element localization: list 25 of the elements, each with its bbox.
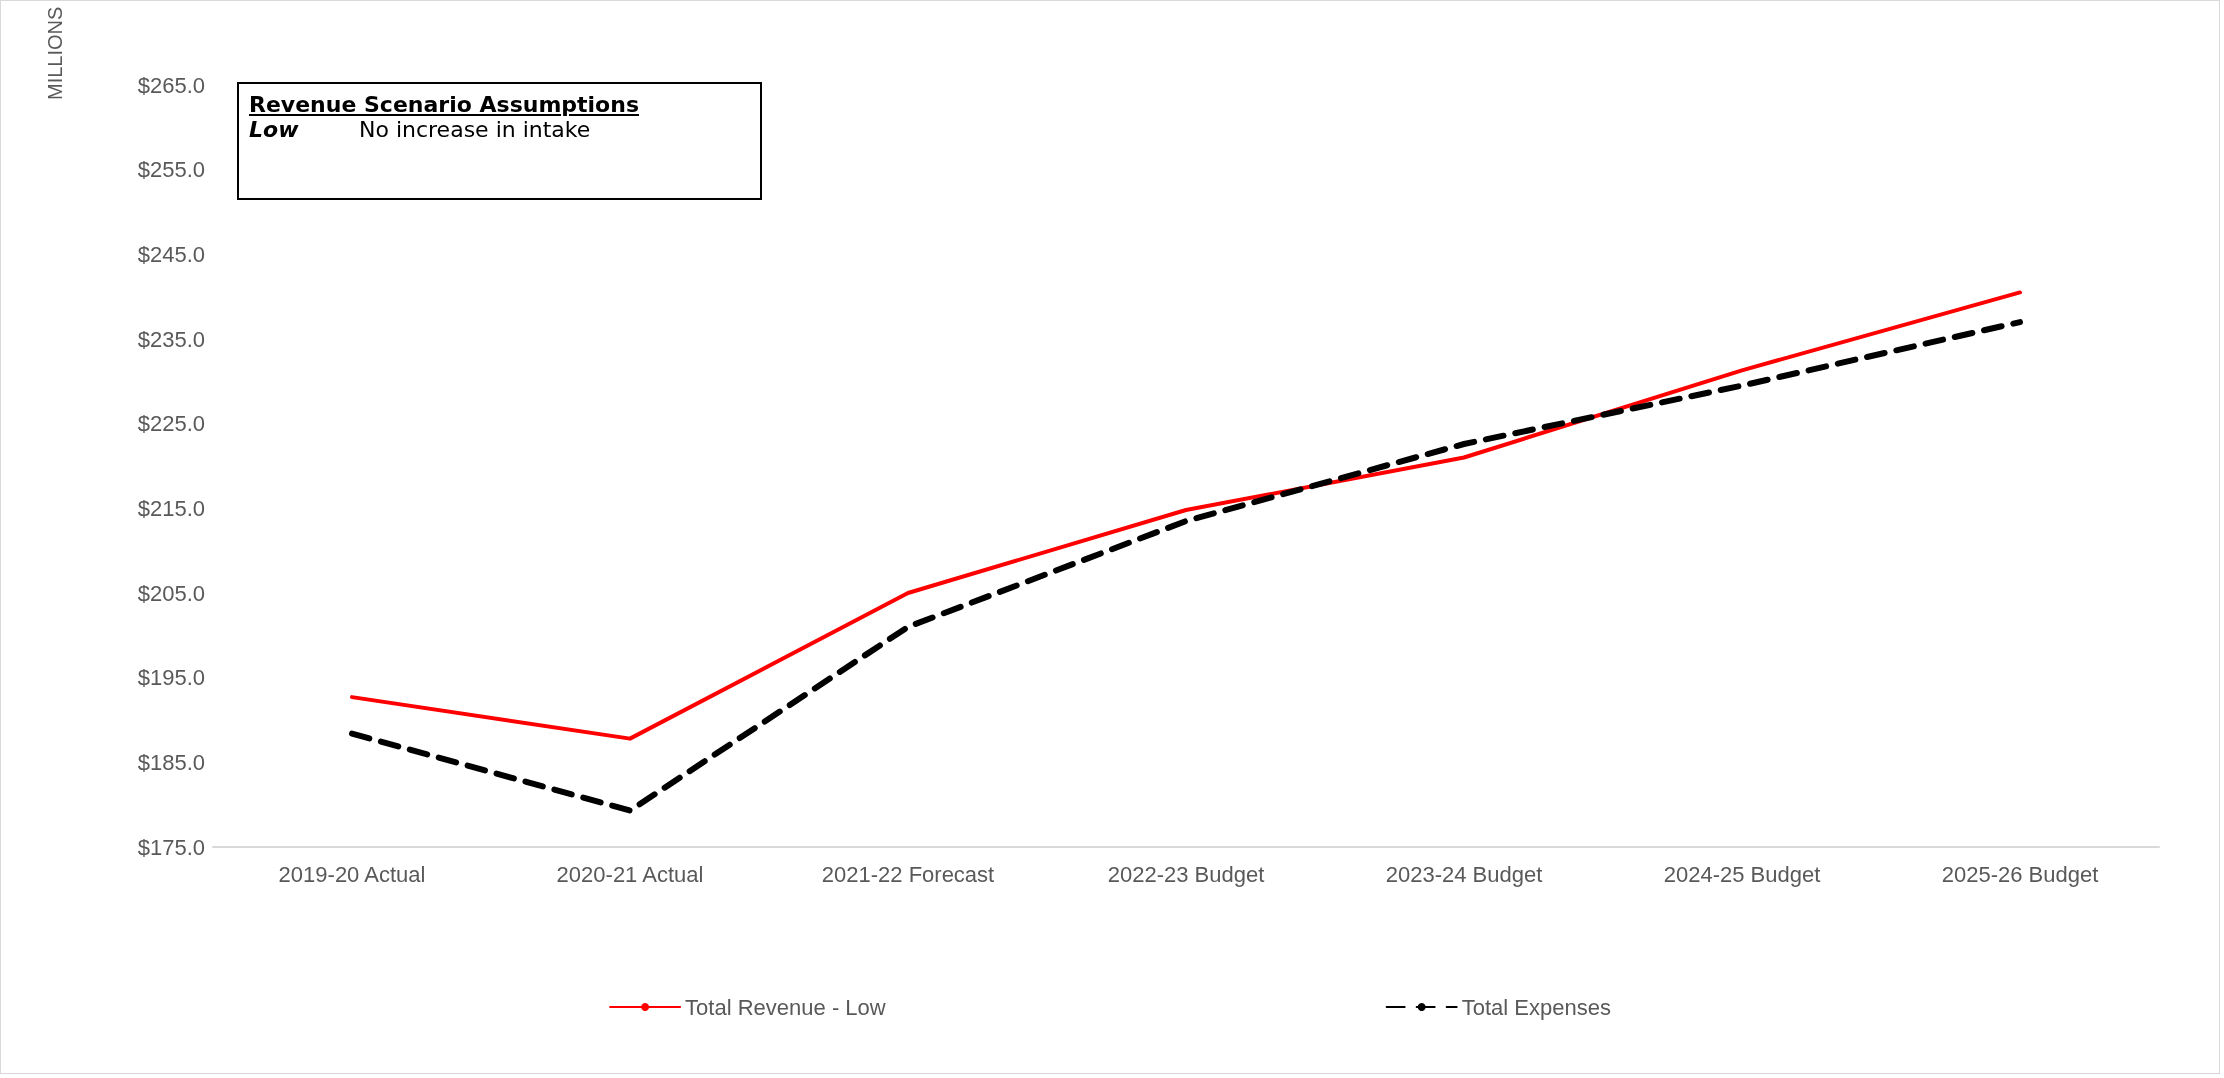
text-box: Revenue Scenario Assumptions Low No increase in intake [237, 82, 762, 200]
x-tick-label: 2023-24 Budget [1385, 861, 1543, 887]
annotation: Revenue Scenario Assumptions [249, 92, 640, 117]
y-tick-label: $245.0 [137, 241, 205, 267]
y-tick-label: $265.0 [137, 72, 205, 98]
x-tick-label: 2019-20 Actual [278, 861, 426, 887]
y-tick-label: $215.0 [137, 495, 205, 521]
x-tick-label: 2020-21 Actual [556, 861, 704, 887]
x-tick-label: 2024-25 Budget [1663, 861, 1821, 887]
y-tick-label: $175.0 [137, 834, 205, 860]
y-tick-label: $185.0 [137, 749, 205, 775]
legend-label: Total Expenses [1461, 994, 1611, 1020]
y-tick-label: $255.0 [137, 157, 205, 183]
y-tick-label: $195.0 [137, 665, 205, 691]
y-tick-label: $235.0 [137, 326, 205, 352]
y-tick-label: $205.0 [137, 580, 205, 606]
annotation: No increase in intake [359, 117, 591, 142]
y-tick-label: $225.0 [137, 411, 205, 437]
x-tick-label: 2021-22 Forecast [821, 861, 995, 887]
annotation: Low [249, 117, 300, 142]
line-series [350, 290, 2022, 741]
x-tick-label: 2022-23 Budget [1107, 861, 1265, 887]
legend-label: Total Revenue - Low [685, 994, 886, 1020]
y-axis-title: MILLIONS [44, 6, 67, 100]
x-tick-label: 2025-26 Budget [1941, 861, 2099, 887]
